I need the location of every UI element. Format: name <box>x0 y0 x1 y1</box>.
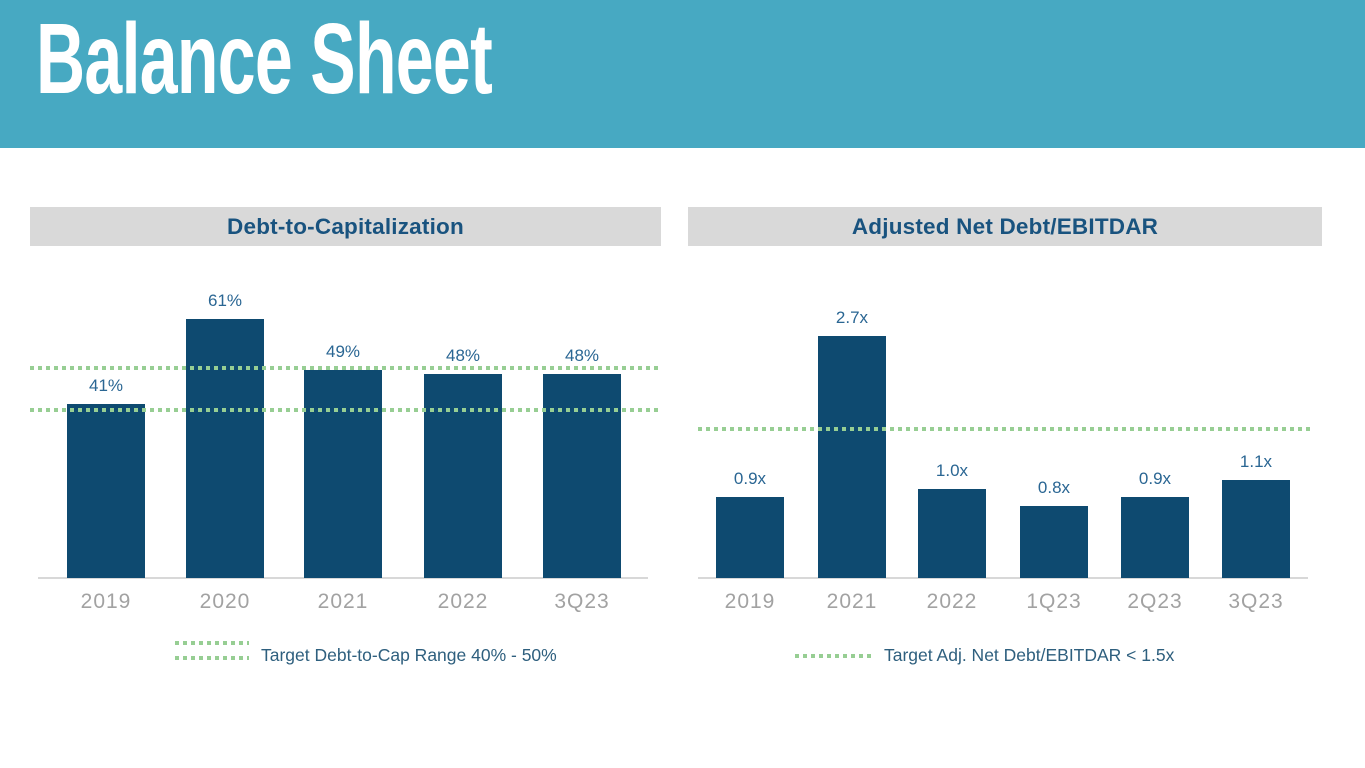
legend-dotted-line-swatch <box>175 641 249 645</box>
x-axis-label: 2019 <box>80 590 132 613</box>
chart-title: Debt-to-Capitalization <box>227 213 464 239</box>
x-axis-label: 2021 <box>317 590 369 613</box>
target-line <box>30 408 661 412</box>
bar-value-label: 0.9x <box>1138 469 1172 489</box>
bar-2Q23 <box>1121 497 1189 578</box>
chart-title: Adjusted Net Debt/EBITDAR <box>851 213 1159 239</box>
x-axis-label: 3Q23 <box>554 590 610 613</box>
x-axis-label: 1Q23 <box>1026 590 1082 613</box>
bar-2019 <box>716 497 784 578</box>
bar-value-label: 48% <box>445 346 481 365</box>
x-axis-label: 2019 <box>724 590 776 613</box>
legend-dotted-line-swatch <box>795 654 875 658</box>
bar-2021 <box>304 369 382 578</box>
bar-2021 <box>818 336 886 578</box>
chart-title-bar: Adjusted Net Debt/EBITDAR <box>688 207 1322 246</box>
bar-2019 <box>67 403 145 578</box>
bar-2022 <box>918 488 986 578</box>
x-axis-line <box>698 577 1308 579</box>
bar-1Q23 <box>1020 506 1088 578</box>
x-axis-label: 2Q23 <box>1127 590 1183 613</box>
target-line <box>698 427 1310 431</box>
bar-value-label: 1.0x <box>935 460 969 480</box>
bar-3Q23 <box>1222 479 1290 578</box>
bar-2020 <box>186 318 264 578</box>
x-axis-label: 2022 <box>437 590 489 613</box>
legend-dotted-line-swatch <box>175 656 249 660</box>
x-axis-label: 2021 <box>826 590 878 613</box>
chart-title-bar: Debt-to-Capitalization <box>30 207 661 246</box>
bar-value-label: 61% <box>207 290 243 310</box>
x-axis-label: 3Q23 <box>1228 590 1284 613</box>
bar-value-label: 49% <box>325 341 361 361</box>
x-axis-label: 2022 <box>926 590 978 613</box>
legend-label: Target Debt-to-Cap Range 40% - 50% <box>261 645 557 665</box>
target-line <box>30 365 661 370</box>
bar-value-label: 2.7x <box>835 308 869 328</box>
bar-value-label: 1.1x <box>1239 451 1273 471</box>
legend-label: Target Adj. Net Debt/EBITDAR < 1.5x <box>884 645 1175 665</box>
header-banner: Balance Sheet <box>0 0 1365 148</box>
bar-value-label: 48% <box>564 346 600 365</box>
page-title: Balance Sheet <box>36 3 493 115</box>
x-axis-line <box>38 577 648 579</box>
x-axis-label: 2020 <box>199 590 251 613</box>
bar-value-label: 0.9x <box>733 469 767 489</box>
bar-value-label: 41% <box>88 375 124 395</box>
bar-value-label: 0.8x <box>1037 478 1071 498</box>
